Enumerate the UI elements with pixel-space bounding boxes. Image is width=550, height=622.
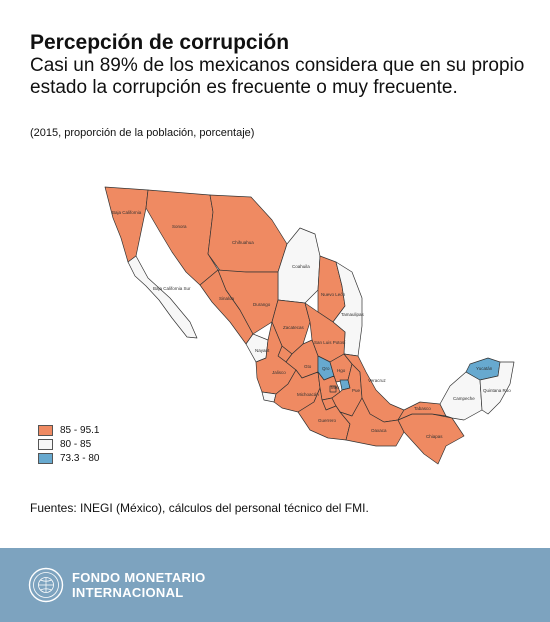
- svg-text:Durango: Durango: [253, 302, 271, 307]
- svg-text:Sonora: Sonora: [172, 224, 187, 229]
- svg-text:Yucatán: Yucatán: [476, 366, 493, 371]
- legend-label: 73.3 - 80: [60, 453, 100, 464]
- state-quintana-roo: [479, 361, 515, 415]
- svg-text:Baja California: Baja California: [112, 210, 142, 215]
- footer-bar: FONDO MONETARIO INTERNACIONAL: [0, 548, 550, 622]
- svg-text:Mex: Mex: [331, 385, 340, 390]
- svg-text:Gto: Gto: [304, 364, 312, 369]
- svg-text:Michoacán: Michoacán: [297, 392, 319, 397]
- svg-text:Qro: Qro: [322, 366, 330, 371]
- source-note: Fuentes: INEGI (México), cálculos del pe…: [30, 501, 369, 515]
- legend-swatch: [38, 439, 53, 450]
- state-colima: [261, 391, 277, 403]
- state-baja-california: [104, 186, 149, 263]
- chart-subtitle: Casi un 89% de los mexicanos considera q…: [30, 55, 525, 98]
- legend-label: 80 - 85: [60, 439, 92, 450]
- svg-text:Tamaulipas: Tamaulipas: [341, 312, 365, 317]
- svg-text:Baja California Sur: Baja California Sur: [153, 286, 191, 291]
- legend-item: 85 - 95.1: [38, 424, 99, 437]
- state-sonora: [145, 189, 219, 286]
- state-baja-california-sur: [127, 255, 198, 339]
- svg-text:Guerrero: Guerrero: [318, 418, 337, 423]
- svg-text:San Luis Potosí: San Luis Potosí: [314, 340, 346, 345]
- svg-text:Jalisco: Jalisco: [272, 370, 286, 375]
- mexico-choropleth-map: Baja California Baja California Sur Sono…: [104, 186, 515, 465]
- state-chiapas: [397, 413, 465, 465]
- svg-text:Tabasco: Tabasco: [414, 406, 431, 411]
- svg-text:Campeche: Campeche: [453, 396, 475, 401]
- chart-note: (2015, proporción de la población, porce…: [30, 127, 255, 139]
- chart-title: Percepción de corrupción: [30, 31, 290, 54]
- svg-text:Zacatecas: Zacatecas: [283, 325, 305, 330]
- state-chihuahua: [207, 194, 288, 273]
- svg-text:Veracruz: Veracruz: [368, 378, 387, 383]
- legend-item: 80 - 85: [38, 438, 99, 451]
- legend-swatch: [38, 425, 53, 436]
- state-tabasco: [397, 401, 447, 421]
- brand-line-2: INTERNACIONAL: [72, 585, 184, 600]
- state-df: [329, 385, 337, 393]
- state-guerrero: [297, 387, 351, 441]
- map-legend: 85 - 95.1 80 - 85 73.3 - 80: [38, 424, 99, 466]
- svg-text:Chihuahua: Chihuahua: [232, 240, 254, 245]
- imf-wordmark: FONDO MONETARIO INTERNACIONAL: [72, 570, 206, 600]
- svg-text:Hgo: Hgo: [337, 368, 346, 373]
- legend-swatch: [38, 453, 53, 464]
- svg-text:Sinaloa: Sinaloa: [219, 296, 235, 301]
- imf-seal-icon: [28, 567, 64, 603]
- svg-text:Chiapas: Chiapas: [426, 434, 443, 439]
- svg-text:Coahuila: Coahuila: [292, 264, 310, 269]
- legend-item: 73.3 - 80: [38, 452, 99, 465]
- svg-text:Nayarit: Nayarit: [255, 348, 270, 353]
- brand-line-1: FONDO MONETARIO: [72, 570, 206, 585]
- svg-text:Oaxaca: Oaxaca: [371, 428, 387, 433]
- svg-text:Nuevo León: Nuevo León: [321, 292, 346, 297]
- legend-label: 85 - 95.1: [60, 425, 100, 436]
- svg-text:Quintana Roo: Quintana Roo: [483, 388, 511, 393]
- svg-text:Pue: Pue: [352, 388, 361, 393]
